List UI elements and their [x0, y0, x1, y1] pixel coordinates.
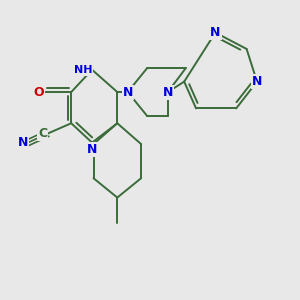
Text: N: N — [210, 26, 220, 39]
Text: O: O — [34, 85, 44, 98]
Text: N: N — [163, 85, 173, 98]
Text: N: N — [252, 75, 262, 88]
Text: N: N — [18, 136, 28, 149]
Text: NH: NH — [74, 65, 92, 75]
Text: C: C — [38, 127, 47, 140]
Text: N: N — [122, 85, 133, 98]
Text: N: N — [87, 142, 97, 156]
